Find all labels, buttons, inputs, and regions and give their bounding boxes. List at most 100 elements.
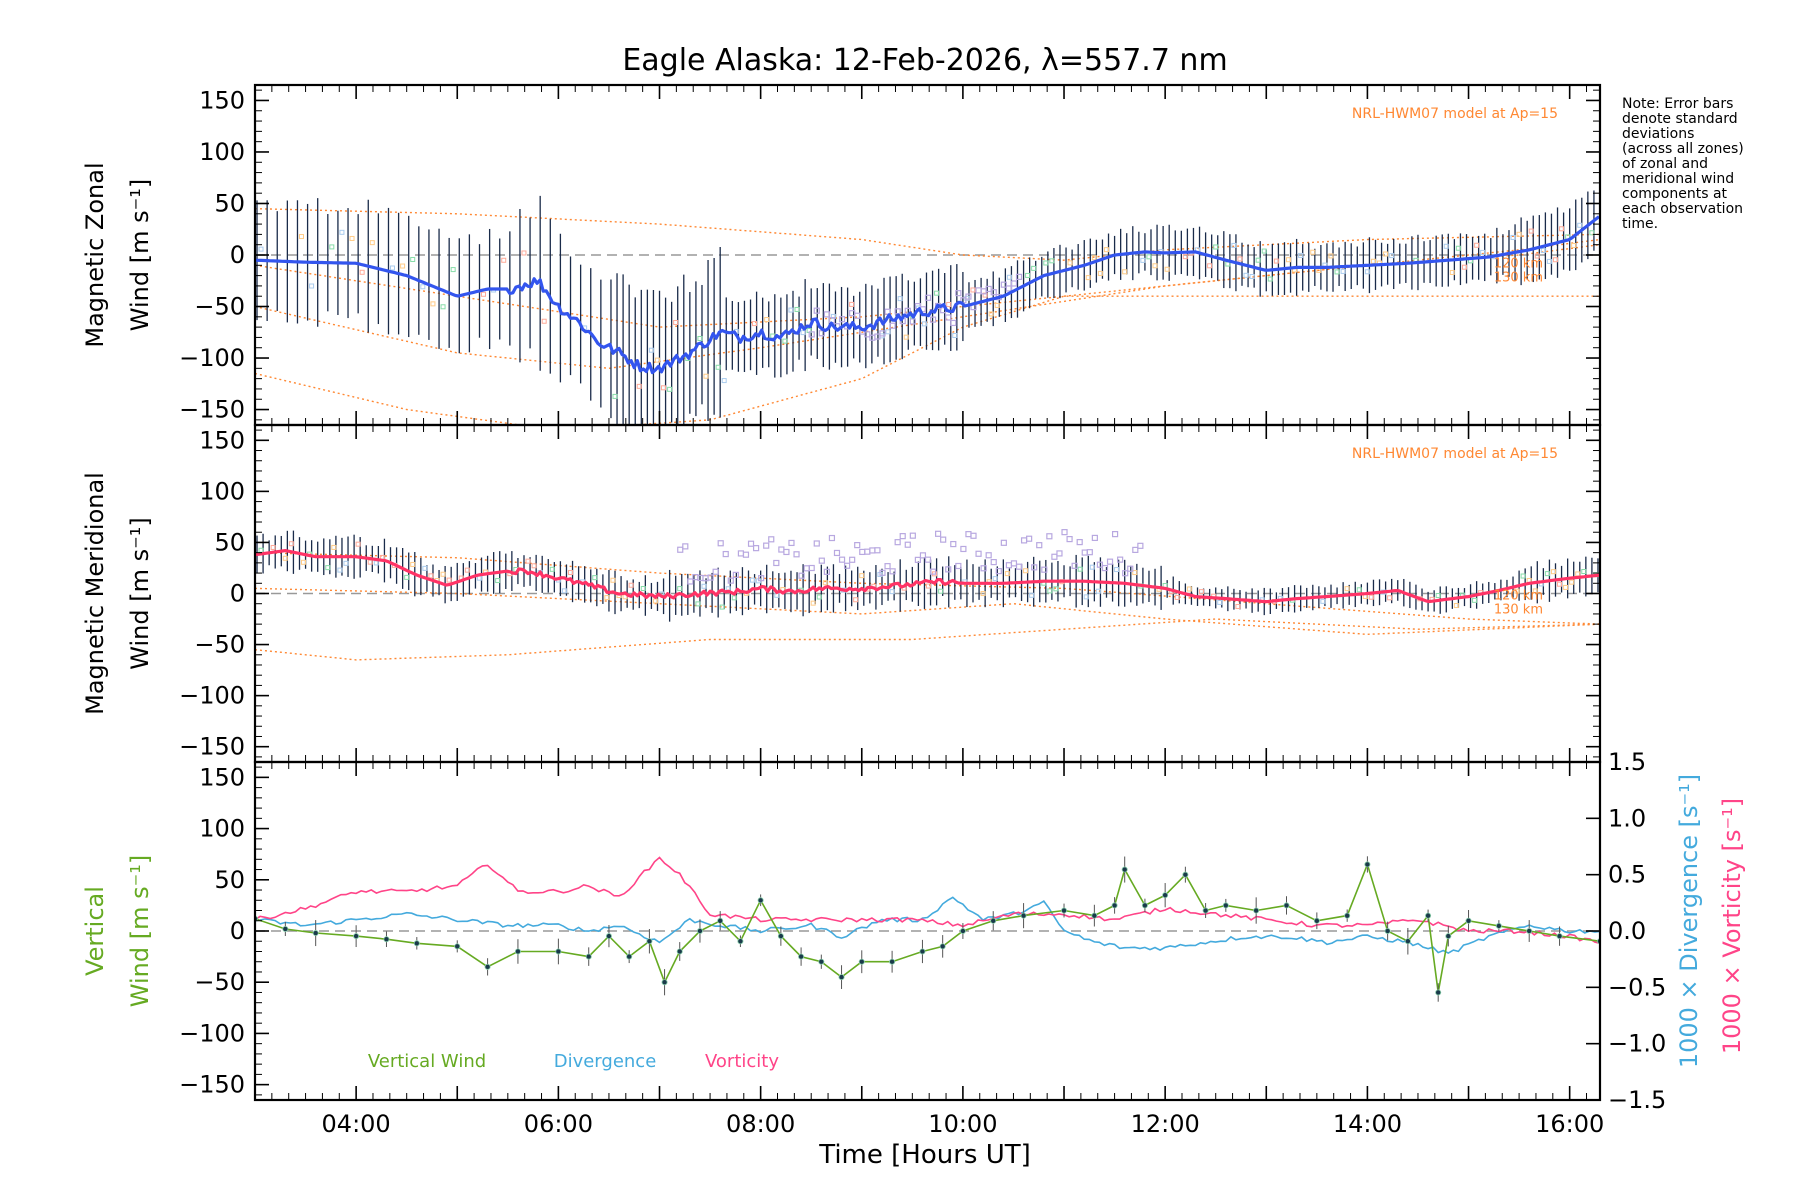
zone-point (800, 330, 806, 336)
zone-point (654, 357, 660, 363)
zone-point-purple (682, 543, 689, 550)
vertical-wind-point (1121, 866, 1128, 873)
zone-point (329, 244, 335, 250)
vertical-wind-point (1445, 933, 1452, 940)
zone-point (1053, 586, 1059, 592)
zone-point (1237, 256, 1243, 262)
zone-point-purple (864, 331, 871, 338)
zone-point (1563, 584, 1569, 590)
zone-point-purple (1000, 539, 1007, 546)
zone-point (661, 385, 667, 391)
zone-point (1435, 592, 1441, 598)
vertical-wind-point (1061, 907, 1068, 914)
zone-point-purple (737, 550, 745, 557)
y-tick-label: 50 (214, 189, 245, 217)
zone-point (1225, 261, 1231, 267)
zone-point (752, 321, 758, 327)
y-tick-label: −100 (179, 682, 245, 710)
vertical-wind-point (312, 930, 319, 937)
error-bars (256, 190, 1595, 425)
zone-point (1122, 269, 1128, 275)
zone-point-purple (990, 289, 997, 296)
y-tick-label: 150 (199, 763, 245, 791)
zone-point-purple (945, 566, 952, 573)
zone-point-purple (1106, 558, 1114, 565)
zone-point (495, 578, 501, 584)
vertical-wind-point (1253, 907, 1260, 914)
zone-point-purple (838, 316, 846, 323)
zone-point (816, 594, 822, 600)
vertical-wind-point (1425, 912, 1432, 919)
zone-point-purple (1071, 562, 1078, 569)
zone-point (1546, 258, 1552, 264)
zone-point (325, 565, 331, 571)
y-tick-label: 100 (199, 815, 245, 843)
zone-point-purple (1127, 565, 1134, 572)
right-axis-label-divergence: 1000 × Divergence [s⁻¹] (1675, 774, 1703, 1068)
zone-point-purple (813, 540, 820, 547)
zone-point (1449, 269, 1455, 275)
zone-point (541, 318, 547, 324)
zone-point (994, 302, 1000, 308)
zone-point-purple (990, 559, 997, 566)
zone-point-purple (919, 552, 927, 559)
zone-point (1255, 257, 1261, 263)
zone-point (667, 386, 673, 392)
legend-item: Vertical Wind (368, 1051, 486, 1072)
vertical-wind-point (282, 925, 289, 932)
vertical-wind-point (1111, 902, 1118, 909)
altitude-label: 120 km (1494, 589, 1543, 604)
right-y-tick-label: 1.0 (1608, 804, 1646, 832)
y-tick-label: −50 (194, 293, 245, 321)
x-tick-label: 16:00 (1535, 1110, 1604, 1138)
zone-point-purple (965, 293, 972, 300)
zone-point (428, 573, 434, 579)
zone-point-purple (985, 285, 992, 293)
zone-point-purple (909, 318, 916, 325)
zone-point-purple (899, 533, 906, 540)
zone-point (1540, 247, 1546, 253)
zone-point (1114, 567, 1120, 573)
zone-point-purple (1020, 537, 1028, 544)
zone-point (1453, 603, 1459, 609)
panel-plot-area (255, 529, 1600, 661)
zone-point-purple (879, 330, 886, 337)
zone-point (1146, 254, 1152, 260)
zone-point-purple (970, 532, 977, 539)
zone-point (389, 265, 395, 271)
zone-point-purple (1111, 531, 1119, 538)
zone-point (1455, 245, 1461, 251)
zone-point-purple (884, 563, 891, 570)
zone-point-purple (707, 574, 714, 581)
zone-point-purple (945, 314, 952, 321)
zone-point (640, 586, 646, 592)
zone-point-purple (995, 567, 1002, 575)
vertical-wind-point (919, 948, 926, 955)
zone-point (282, 555, 288, 561)
zone-point (1067, 260, 1073, 266)
zone-point (788, 307, 794, 313)
zone-point (703, 373, 709, 379)
zone-point-purple (889, 568, 896, 575)
zone-point (1095, 588, 1101, 594)
zone-point-purple (929, 568, 937, 575)
zone-point (298, 234, 304, 240)
zone-point-purple (677, 546, 684, 553)
vertical-wind-point (717, 917, 724, 924)
vertical-wind-point (1495, 922, 1502, 929)
zone-point-purple (722, 550, 729, 558)
zone-point (1328, 253, 1334, 259)
zone-point (946, 301, 952, 307)
zone-point (1472, 597, 1478, 603)
zone-point-purple (1010, 560, 1018, 567)
zone-point (1550, 569, 1556, 575)
zone-point (422, 565, 428, 571)
zone-point (446, 577, 452, 583)
right-y-tick-label: −1.5 (1608, 1086, 1666, 1114)
right-y-tick-label: −0.5 (1608, 973, 1666, 1001)
zone-point (592, 575, 598, 581)
y-tick-label: 0 (230, 917, 245, 945)
zone-point-purple (965, 531, 972, 538)
zone-point (270, 544, 276, 550)
zone-point (369, 240, 375, 246)
